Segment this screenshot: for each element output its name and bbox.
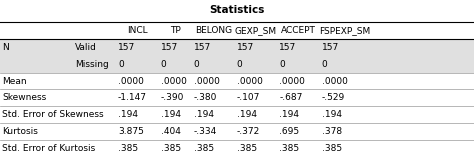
- Text: .695: .695: [279, 127, 299, 136]
- Text: -.390: -.390: [161, 93, 184, 102]
- Text: 157: 157: [237, 43, 254, 52]
- Text: 0: 0: [322, 60, 328, 69]
- Text: TP: TP: [170, 26, 181, 35]
- Text: .385: .385: [237, 144, 256, 153]
- Text: 0: 0: [161, 60, 166, 69]
- Text: Std. Error of Kurtosis: Std. Error of Kurtosis: [2, 144, 95, 153]
- Text: .194: .194: [161, 110, 181, 119]
- Text: .194: .194: [279, 110, 299, 119]
- Bar: [0, 39, 474, 56]
- Text: -.380: -.380: [194, 93, 217, 102]
- Text: .194: .194: [237, 110, 256, 119]
- Text: .404: .404: [161, 127, 181, 136]
- Text: .385: .385: [322, 144, 342, 153]
- Text: Kurtosis: Kurtosis: [2, 127, 38, 136]
- Text: INCL: INCL: [127, 26, 148, 35]
- Text: 157: 157: [322, 43, 339, 52]
- Text: .0000: .0000: [322, 77, 348, 86]
- Text: Std. Error of Skewness: Std. Error of Skewness: [2, 110, 103, 119]
- Text: .385: .385: [279, 144, 299, 153]
- Text: Missing: Missing: [75, 60, 109, 69]
- Text: .194: .194: [322, 110, 342, 119]
- Text: 0: 0: [279, 60, 285, 69]
- Text: .0000: .0000: [279, 77, 305, 86]
- Text: 157: 157: [118, 43, 135, 52]
- Text: 157: 157: [194, 43, 211, 52]
- Bar: [0, 56, 474, 73]
- Text: .194: .194: [118, 110, 138, 119]
- Text: .0000: .0000: [118, 77, 144, 86]
- Text: .194: .194: [194, 110, 214, 119]
- Text: 0: 0: [118, 60, 124, 69]
- Text: 0: 0: [194, 60, 200, 69]
- Text: -.334: -.334: [194, 127, 217, 136]
- Text: Valid: Valid: [75, 43, 97, 52]
- Text: ACCEPT: ACCEPT: [281, 26, 316, 35]
- Text: GEXP_SM: GEXP_SM: [235, 26, 277, 35]
- Text: -.529: -.529: [322, 93, 345, 102]
- Text: -.687: -.687: [279, 93, 302, 102]
- Text: .378: .378: [322, 127, 342, 136]
- Text: 0: 0: [237, 60, 242, 69]
- Text: .385: .385: [118, 144, 138, 153]
- Text: .0000: .0000: [194, 77, 220, 86]
- Text: 3.875: 3.875: [118, 127, 144, 136]
- Text: .385: .385: [161, 144, 181, 153]
- Text: BELONG: BELONG: [195, 26, 232, 35]
- Text: 157: 157: [279, 43, 296, 52]
- Text: .0000: .0000: [161, 77, 187, 86]
- Text: Mean: Mean: [2, 77, 27, 86]
- Text: Skewness: Skewness: [2, 93, 46, 102]
- Text: N: N: [2, 43, 9, 52]
- Text: 157: 157: [161, 43, 178, 52]
- Text: -.372: -.372: [237, 127, 260, 136]
- Text: Statistics: Statistics: [210, 5, 264, 16]
- Text: .385: .385: [194, 144, 214, 153]
- Text: .0000: .0000: [237, 77, 263, 86]
- Text: -1.147: -1.147: [118, 93, 147, 102]
- Text: -.107: -.107: [237, 93, 260, 102]
- Text: FSPEXP_SM: FSPEXP_SM: [319, 26, 371, 35]
